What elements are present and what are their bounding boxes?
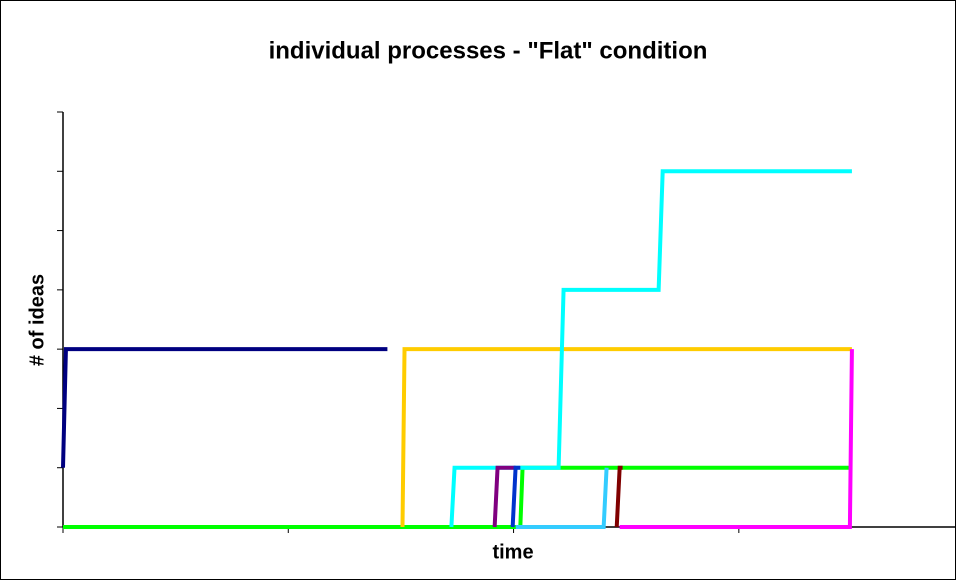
y-axis-label: # of ideas (26, 274, 48, 366)
series-line (510, 465, 521, 528)
series-line (614, 465, 623, 528)
series-line (63, 465, 852, 529)
series-line (61, 347, 388, 468)
series-line (400, 347, 852, 528)
series-line (492, 465, 516, 528)
x-axis-label: time (492, 541, 533, 563)
chart-title: individual processes - "Flat" condition (269, 37, 708, 64)
series-line (619, 349, 854, 529)
series-line (515, 467, 609, 529)
series-line (449, 169, 852, 528)
